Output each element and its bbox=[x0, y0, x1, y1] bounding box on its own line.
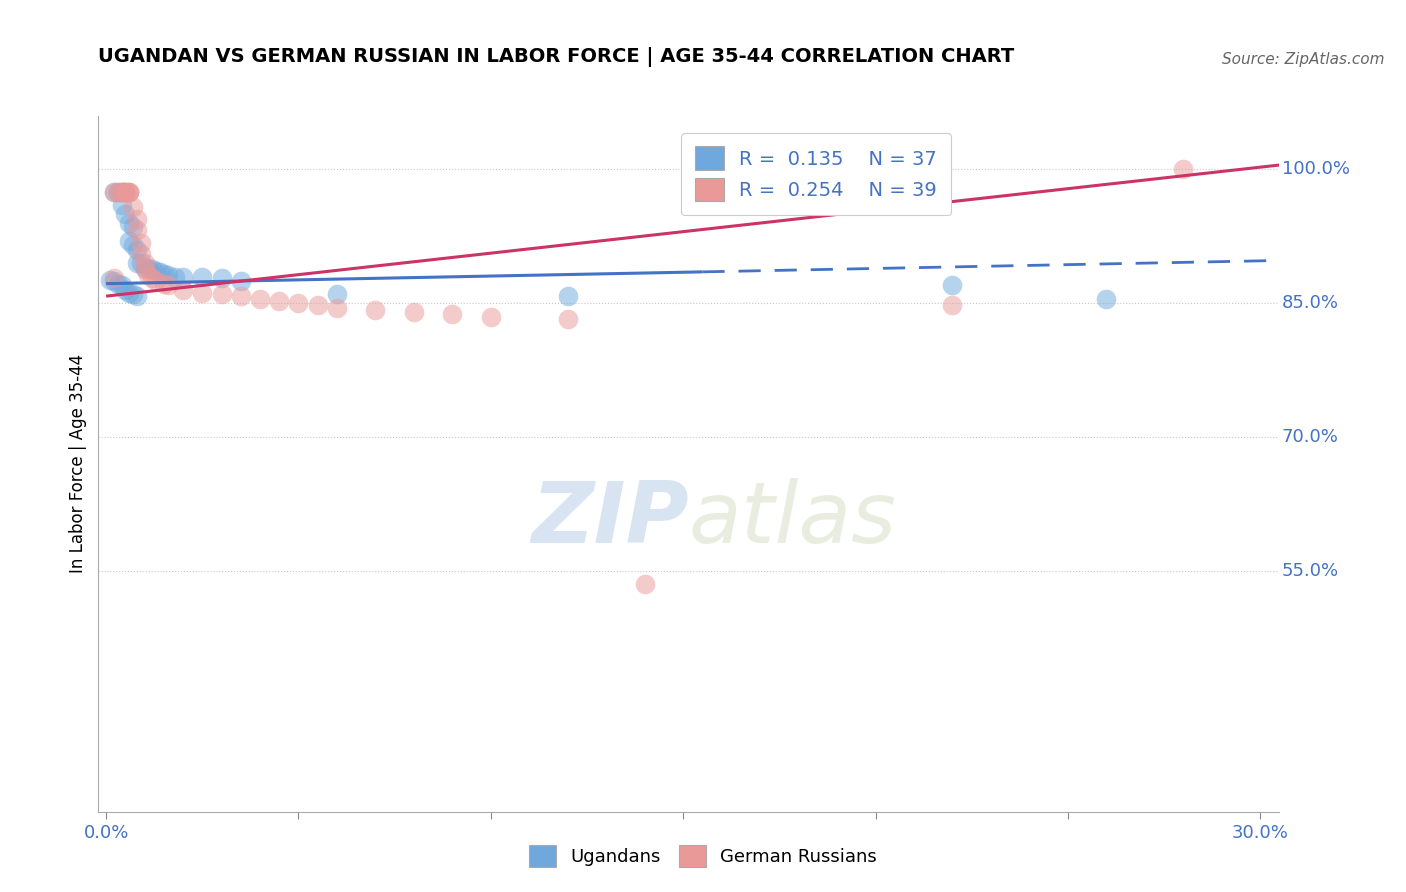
Point bbox=[114, 283, 136, 297]
Point bbox=[125, 256, 148, 270]
Point bbox=[125, 211, 148, 226]
Point bbox=[229, 274, 252, 288]
Point bbox=[153, 267, 176, 281]
Legend: R =  0.135    N = 37, R =  0.254    N = 39: R = 0.135 N = 37, R = 0.254 N = 39 bbox=[681, 133, 950, 215]
Point bbox=[118, 285, 141, 300]
Point bbox=[103, 274, 125, 288]
Point bbox=[118, 185, 141, 199]
Point bbox=[114, 185, 136, 199]
Point bbox=[141, 271, 163, 285]
Point bbox=[172, 283, 194, 297]
Text: 85.0%: 85.0% bbox=[1282, 294, 1339, 312]
Point bbox=[122, 287, 145, 301]
Point bbox=[129, 256, 152, 270]
Point bbox=[557, 289, 579, 303]
Text: Source: ZipAtlas.com: Source: ZipAtlas.com bbox=[1222, 52, 1385, 67]
Point bbox=[103, 185, 125, 199]
Point bbox=[364, 303, 387, 318]
Point bbox=[110, 198, 132, 212]
Text: atlas: atlas bbox=[689, 478, 897, 561]
Point bbox=[229, 289, 252, 303]
Point bbox=[287, 296, 309, 310]
Point bbox=[307, 298, 329, 312]
Point bbox=[122, 220, 145, 235]
Point bbox=[149, 265, 172, 279]
Point bbox=[107, 185, 129, 199]
Point bbox=[326, 301, 349, 315]
Point bbox=[941, 298, 963, 312]
Point bbox=[211, 287, 233, 301]
Point bbox=[103, 185, 125, 199]
Text: 55.0%: 55.0% bbox=[1282, 562, 1339, 580]
Point bbox=[134, 262, 156, 277]
Point bbox=[110, 278, 132, 293]
Point bbox=[114, 185, 136, 199]
Point bbox=[211, 271, 233, 285]
Point bbox=[118, 185, 141, 199]
Point bbox=[129, 247, 152, 261]
Point bbox=[122, 238, 145, 252]
Point bbox=[122, 200, 145, 214]
Text: ZIP: ZIP bbox=[531, 478, 689, 561]
Text: 70.0%: 70.0% bbox=[1282, 428, 1339, 446]
Point bbox=[153, 277, 176, 291]
Point bbox=[634, 577, 657, 591]
Point bbox=[103, 271, 125, 285]
Point bbox=[118, 234, 141, 248]
Point bbox=[156, 278, 179, 293]
Point bbox=[134, 260, 156, 275]
Point bbox=[941, 278, 963, 293]
Y-axis label: In Labor Force | Age 35-44: In Labor Force | Age 35-44 bbox=[69, 354, 87, 574]
Point bbox=[141, 262, 163, 277]
Point bbox=[125, 289, 148, 303]
Point bbox=[165, 269, 187, 284]
Point bbox=[125, 223, 148, 237]
Point bbox=[191, 270, 214, 285]
Point bbox=[557, 312, 579, 326]
Point bbox=[145, 274, 167, 288]
Point bbox=[114, 207, 136, 221]
Point bbox=[1095, 292, 1118, 306]
Point bbox=[110, 185, 132, 199]
Point bbox=[172, 269, 194, 284]
Text: 100.0%: 100.0% bbox=[1282, 161, 1350, 178]
Point bbox=[145, 264, 167, 278]
Text: UGANDAN VS GERMAN RUSSIAN IN LABOR FORCE | AGE 35-44 CORRELATION CHART: UGANDAN VS GERMAN RUSSIAN IN LABOR FORCE… bbox=[98, 47, 1015, 67]
Point bbox=[138, 268, 160, 282]
Point bbox=[98, 273, 121, 287]
Point bbox=[125, 243, 148, 257]
Point bbox=[118, 216, 141, 230]
Point bbox=[269, 294, 291, 309]
Point bbox=[326, 287, 349, 301]
Point bbox=[156, 268, 179, 282]
Point bbox=[129, 235, 152, 250]
Point bbox=[107, 277, 129, 291]
Point bbox=[110, 185, 132, 199]
Point bbox=[441, 307, 464, 321]
Point bbox=[138, 260, 160, 275]
Legend: Ugandans, German Russians: Ugandans, German Russians bbox=[522, 838, 884, 874]
Point bbox=[107, 185, 129, 199]
Point bbox=[479, 310, 502, 324]
Point bbox=[402, 305, 425, 319]
Point bbox=[114, 185, 136, 199]
Point bbox=[110, 185, 132, 199]
Point bbox=[191, 285, 214, 300]
Point bbox=[249, 292, 271, 306]
Point bbox=[118, 185, 141, 199]
Point bbox=[134, 256, 156, 270]
Point bbox=[1173, 162, 1195, 177]
